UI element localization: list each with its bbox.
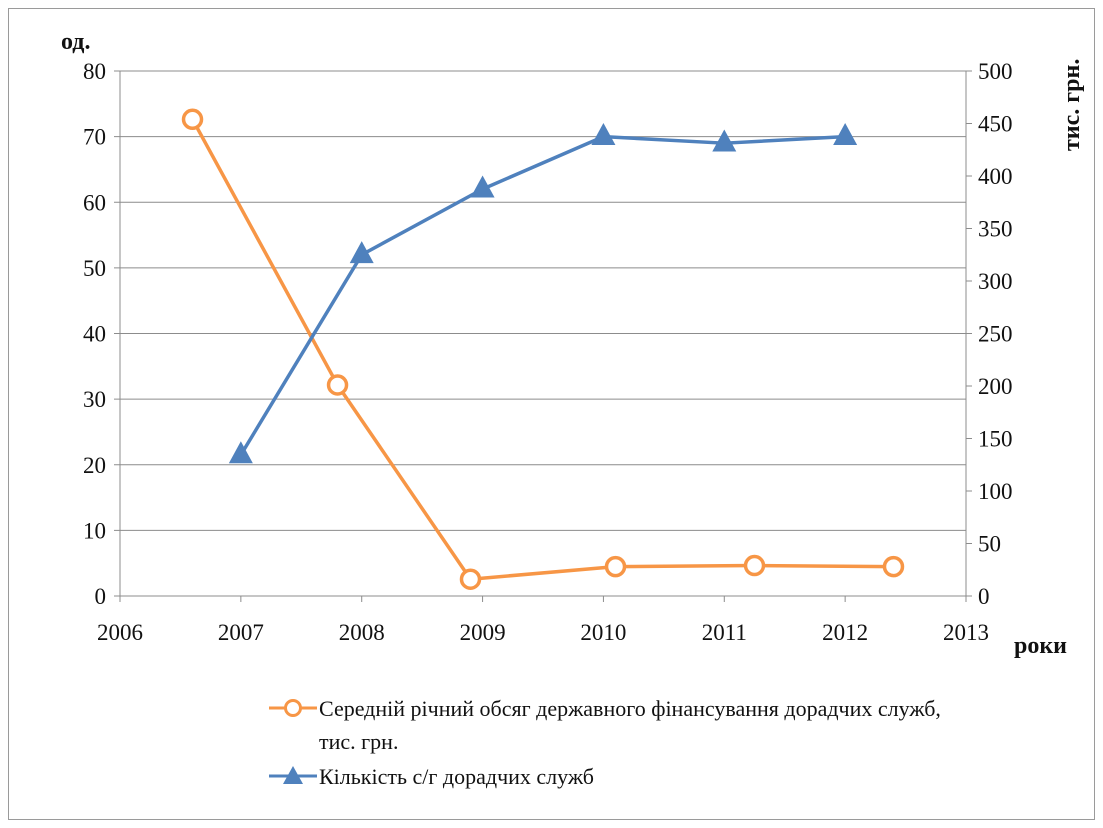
x-axis-ticks: 2006 2007 2008 2009 2010 2011 2012 2013 bbox=[97, 620, 989, 645]
series-layer bbox=[181, 108, 905, 590]
x-tick-label: 2009 bbox=[460, 620, 506, 645]
axes bbox=[114, 70, 972, 602]
financing-point bbox=[459, 568, 482, 590]
right-axis-unit-label: тис. грн. bbox=[1059, 59, 1085, 151]
services-point bbox=[712, 129, 737, 152]
financing-point bbox=[181, 108, 204, 131]
right-tick-label: 250 bbox=[978, 322, 1013, 347]
left-tick-label: 80 bbox=[83, 59, 106, 84]
x-tick-label: 2013 bbox=[943, 620, 989, 645]
legend-triangle-marker-icon bbox=[269, 766, 317, 784]
x-tick-label: 2006 bbox=[97, 620, 143, 645]
legend-label-financing: Середній річний обсяг державного фінансу… bbox=[319, 696, 941, 754]
left-tick-label: 50 bbox=[83, 256, 106, 281]
left-tick-label: 70 bbox=[83, 125, 106, 150]
services-point bbox=[833, 122, 858, 145]
financing-point bbox=[743, 554, 766, 577]
left-tick-label: 0 bbox=[95, 584, 107, 609]
right-tick-label: 50 bbox=[978, 532, 1001, 557]
right-axis-ticks: 0 50 100 150 200 250 300 350 400 450 500 bbox=[978, 59, 1013, 609]
legend-item-services: Кількість с/г дорадчих служб bbox=[267, 760, 959, 793]
right-tick-label: 150 bbox=[978, 427, 1013, 452]
right-tick-label: 0 bbox=[978, 584, 990, 609]
chart-frame: 0 10 20 30 40 50 60 70 80 0 50 100 150 200 250 300 350 4… bbox=[8, 8, 1095, 820]
right-tick-label: 350 bbox=[978, 217, 1013, 242]
legend-label-services: Кількість с/г дорадчих служб bbox=[319, 764, 594, 789]
services-point bbox=[591, 122, 616, 145]
right-tick-label: 200 bbox=[978, 374, 1013, 399]
right-tick-label: 400 bbox=[978, 164, 1013, 189]
left-axis-ticks: 0 10 20 30 40 50 60 70 80 bbox=[83, 59, 106, 609]
legend: Середній річний обсяг державного фінансу… bbox=[267, 692, 959, 793]
services-series-line bbox=[239, 134, 846, 456]
left-tick-label: 10 bbox=[83, 518, 106, 543]
right-tick-label: 450 bbox=[978, 112, 1013, 137]
left-tick-label: 40 bbox=[83, 322, 106, 347]
financing-point bbox=[882, 555, 905, 578]
services-point bbox=[470, 175, 495, 198]
left-tick-label: 20 bbox=[83, 453, 106, 478]
legend-item-financing: Середній річний обсяг державного фінансу… bbox=[267, 692, 959, 758]
right-tick-label: 300 bbox=[978, 269, 1013, 294]
x-tick-label: 2007 bbox=[218, 620, 264, 645]
legend-circle-marker-icon bbox=[269, 699, 317, 717]
x-tick-label: 2012 bbox=[822, 620, 868, 645]
gridlines bbox=[120, 70, 966, 531]
financing-point bbox=[326, 374, 349, 396]
x-axis-unit-label: роки bbox=[1014, 633, 1067, 659]
services-point bbox=[349, 241, 374, 264]
x-tick-label: 2010 bbox=[580, 620, 626, 645]
left-axis-unit-label: од. bbox=[61, 29, 90, 55]
financing-point bbox=[604, 555, 627, 578]
left-tick-label: 30 bbox=[83, 387, 106, 412]
x-tick-label: 2011 bbox=[702, 620, 747, 645]
left-tick-label: 60 bbox=[83, 190, 106, 215]
x-tick-label: 2008 bbox=[339, 620, 385, 645]
right-tick-label: 500 bbox=[978, 59, 1013, 84]
chart-canvas: 0 10 20 30 40 50 60 70 80 0 50 100 150 200 250 300 350 4… bbox=[61, 29, 1085, 659]
services-point bbox=[228, 441, 253, 464]
right-tick-label: 100 bbox=[978, 479, 1013, 504]
financing-series-line bbox=[190, 118, 894, 581]
